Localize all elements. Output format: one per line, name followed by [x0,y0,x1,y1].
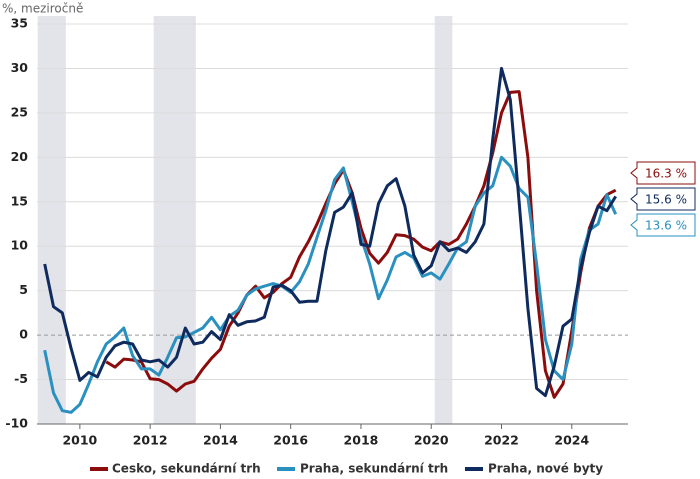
end-label-box [630,161,696,185]
shaded-period [153,16,196,424]
legend-label: Praha, nové byty [488,462,603,476]
y-tick-label: 15 [11,193,28,208]
x-tick-label: 2022 [484,433,519,448]
series-line [43,66,617,398]
y-tick-label: -5 [14,371,28,386]
y-tick-label: 35 [11,16,28,31]
x-tick-label: 2012 [133,433,168,448]
series-line [105,90,617,399]
end-label: 13.6 % [630,213,696,237]
legend-label: Praha, sekundární trh [300,462,448,476]
y-tick-label: 30 [11,60,29,75]
y-tick-label: 0 [19,327,28,342]
x-tick-label: 2024 [554,433,589,448]
series-line [43,155,618,414]
y-tick-label: 10 [11,238,29,253]
y-tick-label: 5 [19,282,28,297]
end-label-box [630,213,696,237]
end-label: 15.6 % [630,187,696,211]
x-tick-label: 2016 [273,433,308,448]
x-tick-label: 2010 [62,433,97,448]
end-label-text: 13.6 % [645,219,687,233]
y-tick-label: -10 [5,416,28,431]
x-tick-label: 2020 [414,433,449,448]
legend-label: Cesko, sekundární trh [112,462,261,476]
shaded-period [37,16,66,424]
y-tick-label: 25 [11,104,28,119]
x-tick-label: 2018 [344,433,379,448]
end-label-text: 15.6 % [645,193,687,207]
shaded-period [434,16,453,424]
end-label: 16.3 % [630,161,696,185]
x-tick-label: 2014 [203,433,238,448]
end-label-box [630,187,696,211]
end-label-text: 16.3 % [645,167,687,181]
y-tick-label: 20 [11,149,29,164]
y-axis-title: %, meziročně [2,2,83,16]
